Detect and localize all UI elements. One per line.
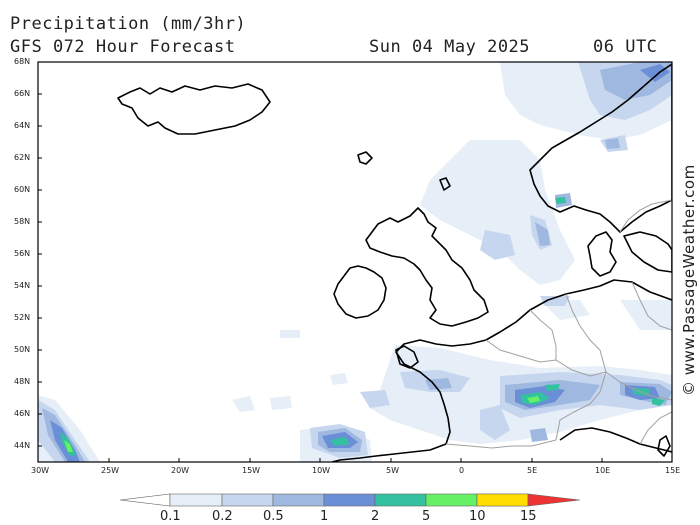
lat-label: 64N	[14, 121, 31, 130]
legend-label: 0.5	[263, 509, 284, 524]
legend-label: 0.2	[212, 509, 233, 524]
lat-label: 56N	[14, 249, 31, 258]
legend-cap-left	[119, 493, 171, 507]
legend-label: 5	[422, 509, 431, 524]
forecast-subtitle: GFS 072 Hour Forecast	[10, 37, 236, 57]
legend-label: 10	[469, 509, 486, 524]
valid-time: 06 UTC	[593, 37, 658, 57]
lon-label: 10W	[312, 466, 331, 475]
map-frame	[37, 61, 673, 463]
legend-label: 0.1	[160, 509, 181, 524]
lon-label: 15E	[665, 466, 681, 475]
lon-label: 20W	[171, 466, 190, 475]
lat-label: 68N	[14, 57, 31, 66]
country-borders	[445, 199, 672, 449]
lon-label: 30W	[31, 466, 50, 475]
legend-cap-right	[527, 493, 581, 507]
chart-title: Precipitation (mm/3hr)	[10, 14, 247, 34]
lon-label: 0	[459, 466, 465, 475]
precip-legend	[119, 493, 581, 507]
passageweather-credit: © www.PassageWeather.com	[680, 164, 698, 396]
lon-label: 5E	[527, 466, 538, 475]
precip-heavy3	[64, 396, 540, 452]
lon-ticks	[37, 458, 673, 462]
lon-label: 25W	[101, 466, 120, 475]
lat-label: 44N	[14, 441, 31, 450]
lon-label: 15W	[242, 466, 261, 475]
coastlines	[117, 63, 672, 462]
lat-label: 50N	[14, 345, 31, 354]
legend-label: 15	[520, 509, 537, 524]
lon-label: 10E	[595, 466, 611, 475]
valid-date: Sun 04 May 2025	[369, 37, 531, 57]
lat-label: 66N	[14, 89, 31, 98]
lat-ticks	[38, 61, 42, 447]
legend-label: 2	[371, 509, 380, 524]
lat-label: 52N	[14, 313, 31, 322]
lat-label: 54N	[14, 281, 31, 290]
lat-label: 48N	[14, 377, 31, 386]
lon-label: 5W	[386, 466, 399, 475]
lat-label: 62N	[14, 153, 31, 162]
lat-label: 58N	[14, 217, 31, 226]
lat-label: 46N	[14, 409, 31, 418]
legend-label: 1	[320, 509, 329, 524]
lat-label: 60N	[14, 185, 31, 194]
